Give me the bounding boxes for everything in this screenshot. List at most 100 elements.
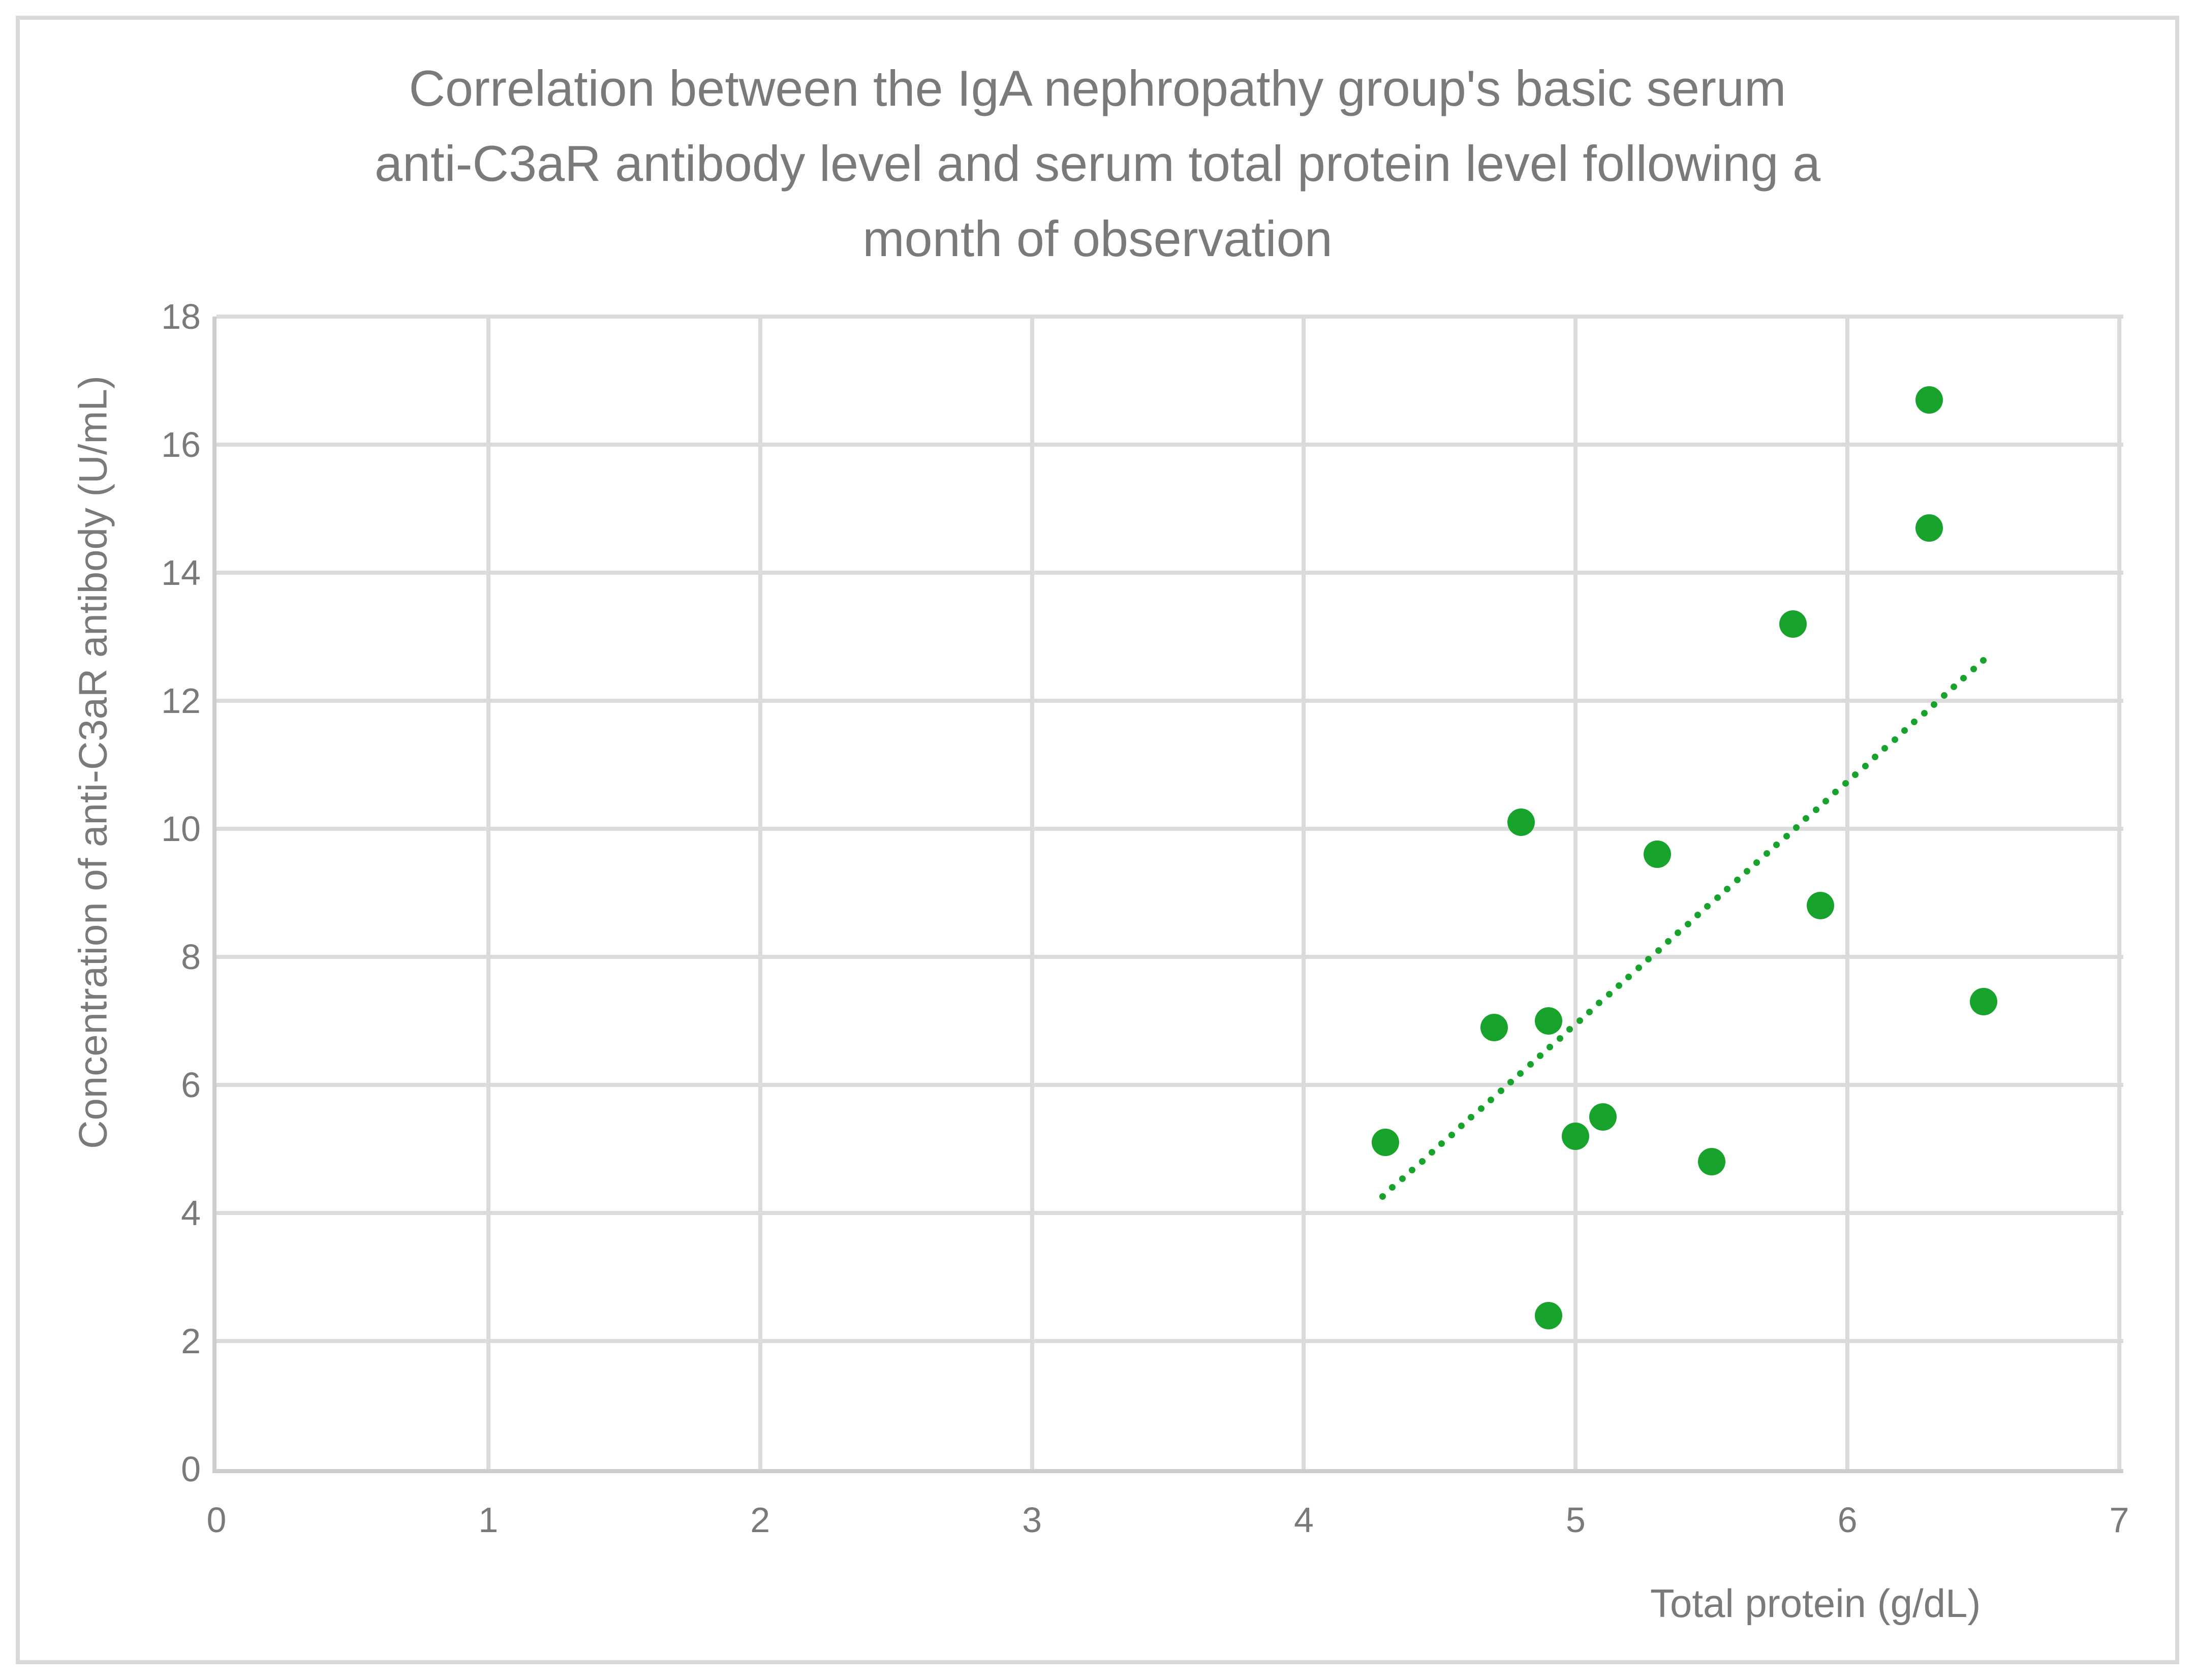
trendline-dot — [1763, 850, 1770, 857]
scatter-point — [1697, 1148, 1725, 1176]
x-tick-label: 3 — [1022, 1500, 1042, 1540]
h-gridline — [217, 1083, 2123, 1087]
scatter-point — [1915, 386, 1943, 414]
trendline-dot — [1684, 920, 1691, 927]
chart-title: Correlation between the IgA nephropathy … — [0, 51, 2195, 276]
trendline-dot — [1842, 780, 1849, 787]
trendline-dot — [1468, 1114, 1475, 1121]
scatter-point — [1371, 1129, 1399, 1157]
trendline-dot — [1517, 1070, 1524, 1077]
scatter-point — [1915, 514, 1943, 542]
scatter-point — [1969, 988, 1997, 1016]
trendline-dot — [1724, 885, 1731, 892]
x-axis-line — [217, 1469, 2123, 1473]
h-gridline — [217, 443, 2123, 447]
chart-outer-border — [16, 16, 2179, 1664]
trendline-dot — [1901, 727, 1908, 734]
trendline-dot — [1960, 674, 1967, 681]
trendline-dot — [1409, 1166, 1416, 1173]
trendline-dot — [1399, 1175, 1406, 1183]
trendline-dot — [1605, 991, 1613, 998]
v-gridline — [1573, 317, 1578, 1469]
trendline-dot — [1586, 1008, 1593, 1015]
trendline-dot — [1980, 657, 1987, 664]
y-tick-label: 10 — [161, 809, 201, 849]
x-tick-label: 6 — [1837, 1500, 1858, 1540]
scatter-point — [1643, 841, 1671, 868]
trendline-dot — [1891, 736, 1898, 743]
chart-title-line-3: month of observation — [862, 210, 1333, 267]
scatter-point — [1534, 1007, 1562, 1035]
h-gridline — [217, 571, 2123, 575]
v-gridline — [1302, 317, 1306, 1469]
trendline-dot — [1497, 1087, 1504, 1095]
trendline-dot — [1556, 1035, 1563, 1042]
trendline-dot — [1389, 1184, 1396, 1191]
trendline-dot — [1537, 1052, 1544, 1060]
trendline-dot — [1783, 832, 1790, 839]
trendline-dot — [1704, 903, 1711, 910]
h-gridline — [217, 1339, 2123, 1343]
trendline-dot — [1625, 973, 1632, 980]
trendline-dot — [1596, 1000, 1603, 1007]
trendline-dot — [1792, 824, 1800, 831]
h-gridline — [217, 827, 2123, 831]
v-gridline — [1845, 317, 1850, 1469]
x-tick-label: 4 — [1293, 1500, 1314, 1540]
x-tick-label: 7 — [2109, 1500, 2129, 1540]
h-gridline — [217, 315, 2123, 319]
scatter-point — [1806, 892, 1834, 920]
trendline-dot — [1448, 1131, 1455, 1138]
v-gridline — [1030, 317, 1034, 1469]
scatter-point — [1562, 1122, 1590, 1150]
trendline-dot — [1852, 771, 1859, 778]
trendline-dot — [1822, 797, 1830, 804]
x-tick-label: 2 — [750, 1500, 770, 1540]
trendline-dot — [1931, 701, 1938, 708]
trendline-dot — [1803, 815, 1810, 822]
trendline-dot — [1970, 666, 1977, 673]
trendline-dot — [1862, 762, 1869, 769]
trendline-dot — [1616, 982, 1623, 989]
trendline-dot — [1635, 965, 1642, 972]
trendline-dot — [1428, 1149, 1435, 1156]
chart-title-line-2: anti-C3aR antibody level and serum total… — [374, 135, 1821, 192]
scatter-point — [1507, 808, 1535, 836]
trendline-dot — [1527, 1061, 1534, 1068]
trendline-dot — [1881, 745, 1889, 752]
scatter-point — [1480, 1013, 1508, 1041]
v-gridline — [758, 317, 762, 1469]
y-tick-label: 4 — [181, 1193, 201, 1233]
trendline-dot — [1714, 894, 1721, 901]
y-tick-label: 6 — [181, 1065, 201, 1105]
v-gridline — [486, 317, 490, 1469]
trendline-dot — [1734, 877, 1741, 884]
y-tick-label: 8 — [181, 937, 201, 977]
y-tick-label: 2 — [181, 1321, 201, 1361]
trendline-dot — [1694, 912, 1702, 919]
trendline-dot — [1547, 1043, 1554, 1050]
y-tick-label: 14 — [161, 553, 201, 593]
trendline-dot — [1940, 692, 1947, 699]
trendline-dot — [1812, 806, 1819, 814]
trendline-dot — [1921, 709, 1928, 717]
scatter-point — [1779, 610, 1807, 638]
v-gridline — [2117, 317, 2121, 1469]
x-tick-label: 0 — [206, 1500, 227, 1540]
scatter-point — [1534, 1301, 1562, 1329]
y-tick-label: 16 — [161, 425, 201, 464]
y-axis-line — [212, 317, 217, 1473]
y-tick-label: 18 — [161, 297, 201, 336]
x-tick-label: 1 — [478, 1500, 499, 1540]
y-axis-title: Concentration of anti-C3aR antibody (U/m… — [70, 376, 115, 1149]
trendline-dot — [1645, 955, 1652, 962]
h-gridline — [217, 699, 2123, 703]
trendline-dot — [1488, 1096, 1495, 1103]
trendline-dot — [1950, 683, 1957, 690]
trendline-dot — [1576, 1017, 1583, 1024]
trendline-dot — [1675, 929, 1682, 937]
trendline-dot — [1507, 1078, 1514, 1085]
trendline-dot — [1832, 789, 1839, 796]
